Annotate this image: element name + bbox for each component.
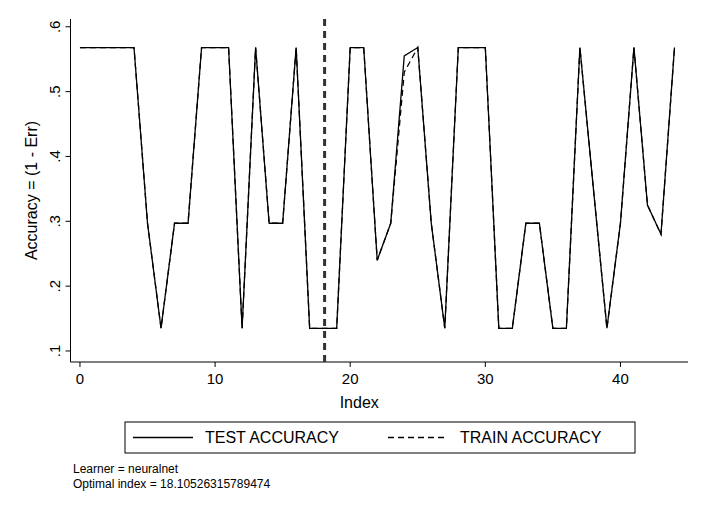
legend-label: TEST ACCURACY [205, 429, 339, 446]
legend: TEST ACCURACY TRAIN ACCURACY [125, 422, 635, 453]
legend-swatch [133, 437, 193, 438]
y-tick-label: .4 [47, 150, 64, 163]
y-tick [66, 286, 71, 287]
y-axis [70, 19, 71, 362]
x-tick-label: 20 [342, 370, 359, 387]
x-tick-label: 30 [477, 370, 494, 387]
y-tick-label: .1 [47, 345, 64, 358]
x-tick [620, 362, 621, 367]
legend-label: TRAIN ACCURACY [460, 429, 602, 446]
x-axis [71, 362, 689, 363]
y-axis-title: Accuracy = (1 - Err) [23, 121, 40, 260]
background [0, 0, 705, 513]
y-tick [66, 26, 71, 27]
note: Learner = neuralnet [73, 462, 179, 476]
legend-swatch [388, 437, 448, 438]
legend-box [125, 422, 635, 453]
y-tick [66, 350, 71, 351]
x-tick [215, 362, 216, 367]
x-tick [79, 362, 80, 367]
x-tick [485, 362, 486, 367]
x-tick [350, 362, 351, 367]
x-tick-label: 40 [612, 370, 629, 387]
y-tick [66, 156, 71, 157]
series-line [80, 48, 675, 329]
x-tick-label: 10 [207, 370, 224, 387]
y-tick [66, 91, 71, 92]
optimal-index-line [323, 19, 326, 362]
y-tick-label: .2 [47, 280, 64, 293]
series-line [80, 48, 675, 329]
y-tick-label: .3 [47, 215, 64, 228]
y-tick-label: .6 [47, 21, 64, 34]
chart: .1 .2 .3 .4 .5 .6 0 10 20 30 40 Index Accuracy = (1 … [0, 0, 705, 513]
plot-area [80, 19, 675, 362]
note: Optimal index = 18.10526315789474 [73, 477, 270, 491]
y-tick-label: .5 [47, 85, 64, 98]
x-axis-title: Index [340, 394, 379, 411]
y-tick [66, 221, 71, 222]
x-tick-label: 0 [76, 370, 84, 387]
